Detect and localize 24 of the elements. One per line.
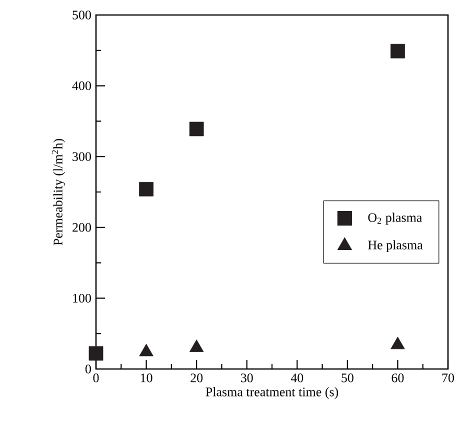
point bbox=[139, 182, 154, 196]
x-tick-label: 40 bbox=[290, 374, 304, 382]
point bbox=[139, 344, 154, 356]
y-tick-label: 200 bbox=[72, 223, 91, 232]
x-tick-label: 20 bbox=[190, 374, 203, 382]
x-tick-label: 10 bbox=[140, 374, 152, 382]
y-tick-label: 500 bbox=[72, 10, 91, 20]
y-tick-label: 100 bbox=[73, 294, 91, 303]
y-tick-label: 400 bbox=[72, 81, 91, 90]
x-tick-label: 50 bbox=[342, 374, 354, 382]
point bbox=[189, 340, 204, 352]
y-tick-label: 0 bbox=[85, 364, 91, 374]
x-tick-label: 60 bbox=[392, 374, 404, 382]
point bbox=[390, 44, 405, 58]
y-axis-title: Permeability (l/m$^{2}$h) bbox=[52, 138, 66, 246]
point bbox=[390, 336, 405, 350]
legend-label: O$_{2}$ plasma bbox=[368, 212, 422, 225]
legend-label: He plasma bbox=[368, 240, 423, 252]
y-tick-label: 300 bbox=[72, 152, 91, 161]
x-tick-label: 0 bbox=[93, 374, 99, 382]
x-tick-label: 30 bbox=[240, 374, 253, 382]
point bbox=[189, 122, 204, 136]
x-tick-label: 70 bbox=[442, 374, 454, 382]
x-axis-title: Plasma treatment time (s) bbox=[206, 387, 338, 399]
